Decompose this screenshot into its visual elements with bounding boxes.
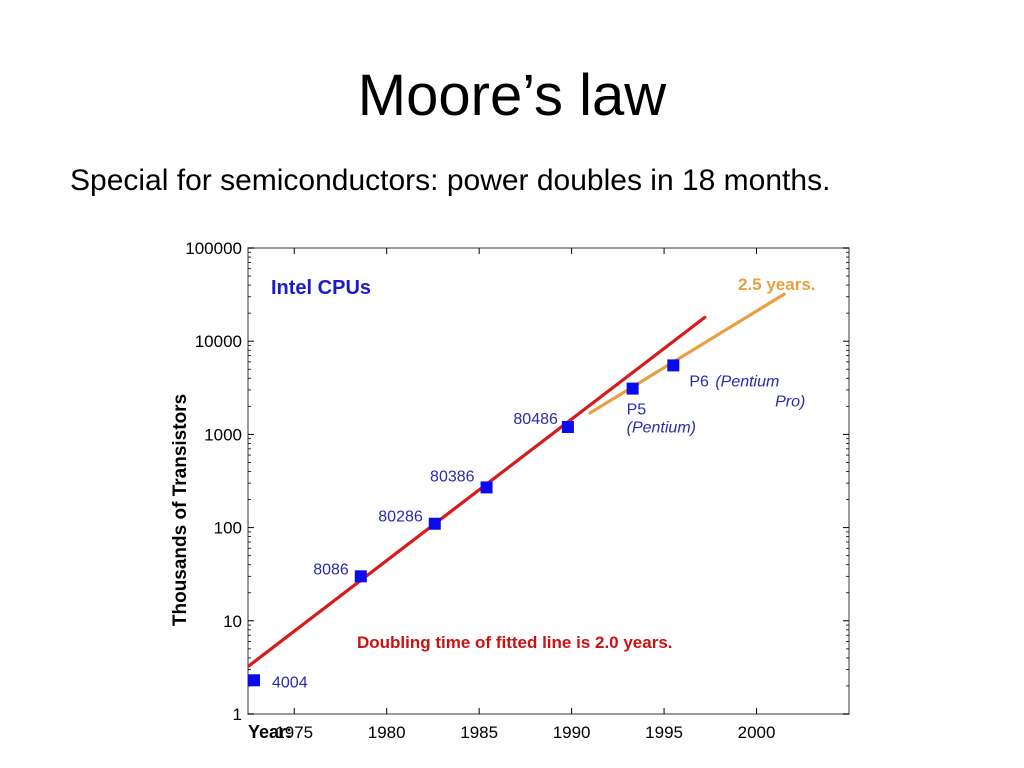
slide-subtitle: Special for semiconductors: power double… (70, 164, 831, 197)
y-tick-label: 100 (214, 519, 242, 538)
x-tick-label: 1990 (553, 723, 591, 742)
y-tick-label: 100000 (185, 239, 242, 258)
cpu-point-p5 (626, 382, 639, 395)
x-tick-label: 1985 (460, 723, 498, 742)
chart-title: Intel CPUs (271, 277, 371, 299)
red-fit-annotation: Doubling time of fitted line is 2.0 year… (357, 633, 673, 652)
cpu-point-80486 (561, 421, 574, 434)
cpu-label-80286: 80286 (378, 509, 423, 526)
fitted-line-red (248, 315, 707, 669)
cpu-sublabel-p6: (Pentium (715, 373, 779, 390)
orange-fit-annotation: 2.5 years. (738, 275, 816, 294)
cpu-sublabel-p6-line2: Pro) (775, 393, 805, 410)
cpu-sublabel-p5: (Pentium) (627, 420, 696, 437)
cpu-label-4004: 4004 (272, 674, 308, 691)
y-tick-label: 1 (233, 705, 242, 724)
cpu-point-80286 (428, 517, 441, 530)
x-tick-label: 2000 (738, 723, 776, 742)
cpu-point-8086 (354, 570, 367, 583)
cpu-label-80486: 80486 (513, 411, 558, 428)
cpu-point-80386 (480, 481, 493, 494)
y-tick-label: 10000 (195, 332, 242, 351)
fitted-line-orange (588, 292, 786, 415)
cpu-label-8086: 8086 (313, 561, 349, 578)
slide-title: Moore’s law (357, 63, 667, 128)
plot-area (247, 247, 850, 715)
cpu-label-80386: 80386 (430, 468, 475, 485)
cpu-label-p6: P6 (689, 373, 709, 390)
cpu-point-p6 (667, 359, 680, 372)
x-tick-label: 1975 (275, 723, 313, 742)
y-axis-title: Thousands of Transistors (170, 394, 191, 626)
x-tick-label: 1980 (368, 723, 406, 742)
cpu-label-p5: P5 (627, 402, 647, 419)
y-tick-label: 1000 (204, 425, 242, 444)
cpu-point-4004 (248, 674, 260, 687)
x-tick-label: 1995 (645, 723, 683, 742)
x-axis-title: Year: (248, 722, 292, 742)
y-tick-label: 10 (223, 612, 242, 631)
